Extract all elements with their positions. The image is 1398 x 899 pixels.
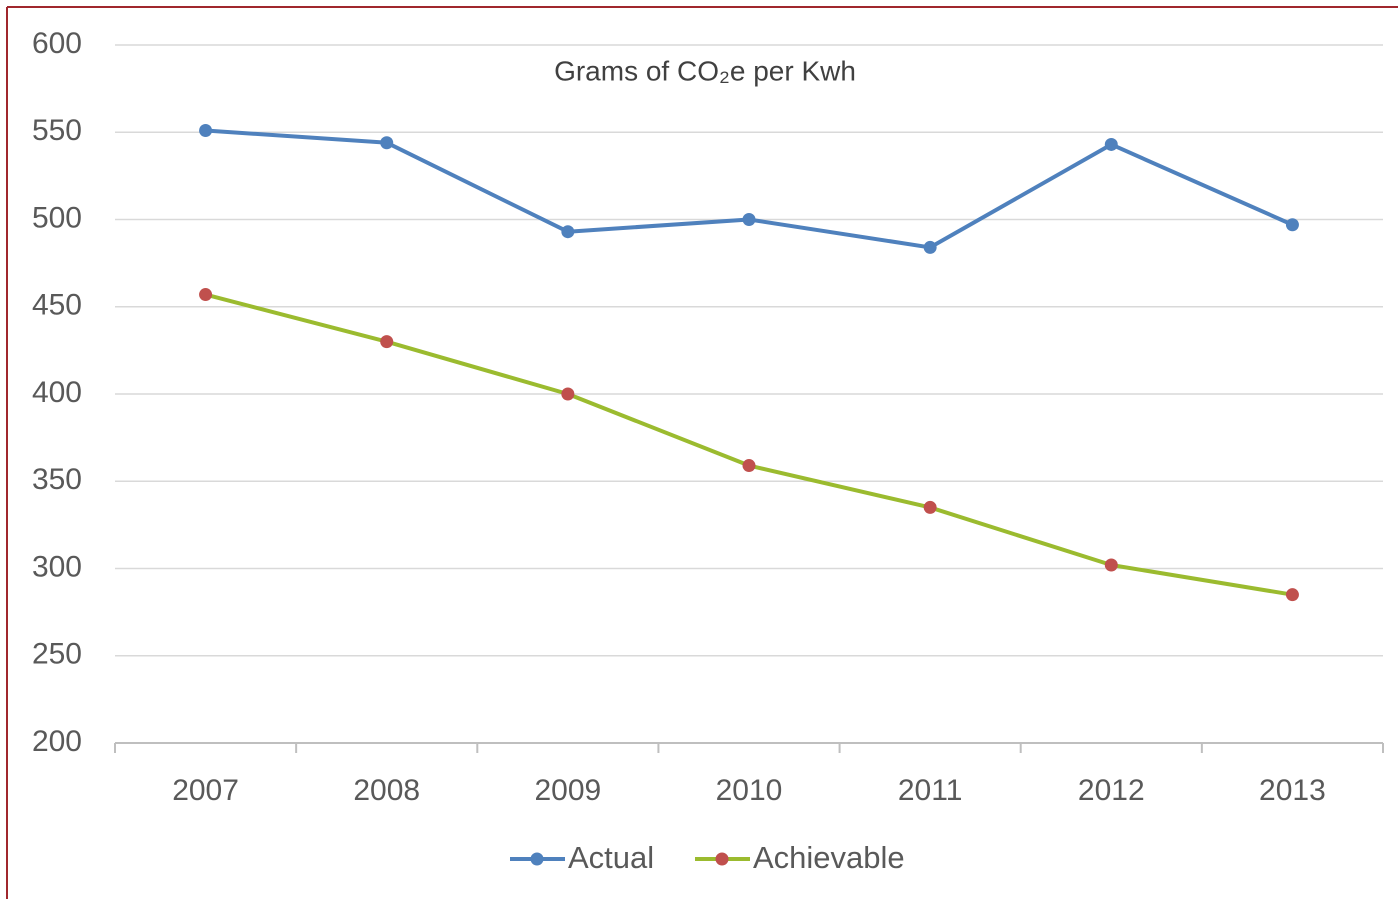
legend-label: Achievable: [753, 840, 905, 875]
series-line: [205, 292, 1293, 597]
x-tick-label: 2012: [1078, 774, 1145, 807]
x-tick-label: 2009: [534, 774, 601, 807]
data-point: [561, 225, 575, 239]
series-line: [205, 128, 1294, 250]
data-point: [199, 124, 213, 138]
x-tick-label: 2011: [898, 774, 963, 807]
data-point: [561, 387, 575, 401]
data-point: [380, 136, 394, 150]
data-point: [742, 459, 756, 473]
y-tick-label: 500: [32, 201, 82, 234]
data-point: [380, 335, 394, 349]
legend-marker: [530, 852, 544, 866]
y-tick-label: 300: [32, 550, 82, 583]
x-tick-label: 2010: [716, 774, 783, 807]
x-tick-label: 2007: [172, 774, 239, 807]
y-tick-label: 450: [32, 289, 82, 322]
legend-marker: [715, 852, 729, 866]
data-point: [1104, 137, 1118, 151]
y-tick-label: 250: [32, 638, 82, 671]
chart-title: Grams of CO₂e per Kwh: [554, 55, 856, 86]
data-point: [1285, 588, 1299, 602]
x-tick-label: 2013: [1259, 774, 1326, 807]
y-tick-label: 600: [32, 27, 82, 60]
data-point: [1285, 218, 1299, 232]
data-point: [742, 213, 756, 226]
y-tick-label: 400: [32, 376, 82, 409]
data-point: [923, 500, 937, 514]
y-tick-label: 350: [32, 463, 82, 496]
legend-label: Actual: [568, 840, 654, 875]
x-tick-label: 2008: [353, 774, 420, 807]
y-tick-label: 550: [32, 114, 82, 147]
data-point: [199, 288, 213, 302]
data-point: [923, 240, 937, 254]
data-point: [1104, 558, 1118, 572]
y-tick-label: 200: [32, 725, 82, 758]
